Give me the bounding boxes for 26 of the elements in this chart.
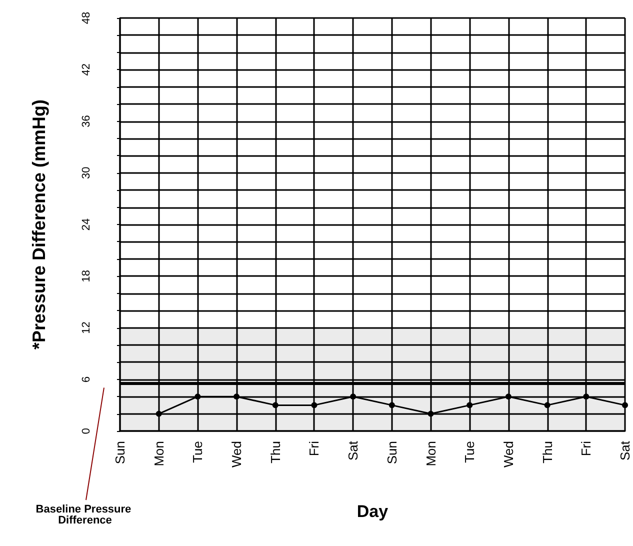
y-tick-label: 42	[80, 64, 92, 76]
x-tick-label: Sun	[384, 441, 400, 464]
y-tick-label: 0	[80, 428, 92, 434]
x-tick-label: Fri	[306, 440, 322, 456]
y-tick-label: 6	[80, 376, 92, 382]
x-axis-title: Day	[356, 502, 389, 521]
ref-line-label: Baseline Pressure Difference	[36, 504, 134, 526]
x-tick-label: Mon	[423, 441, 438, 466]
y-axis-title: *Pressure Difference (mmHg)	[29, 99, 49, 350]
x-tick-label: Sat	[618, 440, 632, 461]
y-tick-label: 24	[80, 218, 92, 231]
y-tick-label: 30	[80, 166, 92, 179]
y-tick-label: 48	[80, 12, 92, 24]
x-tick-label: Thu	[268, 441, 283, 464]
x-tick-label: Tue	[462, 441, 478, 463]
y-tick-label: 18	[80, 270, 92, 282]
x-tick-label: Mon	[151, 441, 166, 466]
x-tick-label: Wed	[229, 441, 244, 468]
x-tick-label: Sat	[346, 440, 361, 461]
x-tick-label: Thu	[540, 441, 555, 464]
x-tick-label: Wed	[500, 441, 516, 468]
x-tick-label: Tue	[190, 441, 206, 463]
y-tick-label: 36	[80, 115, 92, 128]
y-tick-label: 12	[80, 322, 92, 334]
x-tick-label: Sun	[112, 441, 128, 464]
x-tick-label: Fri	[578, 440, 594, 456]
